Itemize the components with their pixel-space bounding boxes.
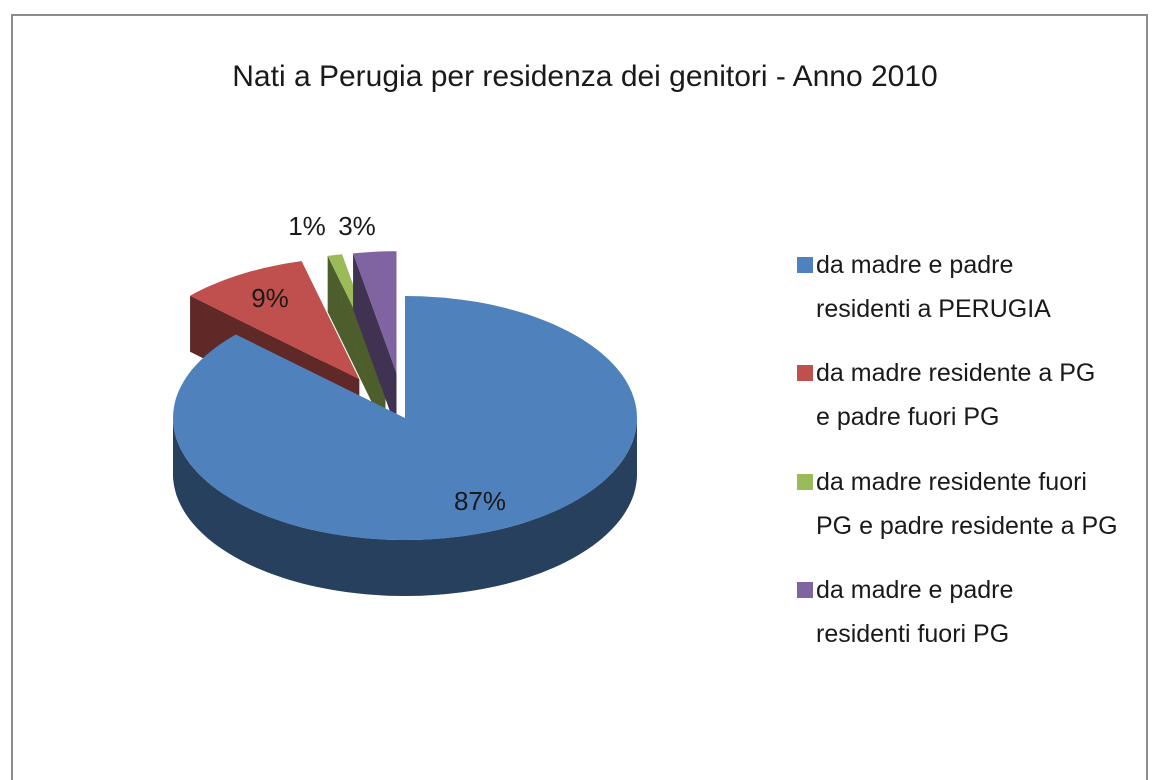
data-label: 3% xyxy=(338,211,376,241)
slice-shade xyxy=(173,418,637,596)
slice xyxy=(190,261,360,380)
data-label: 87% xyxy=(454,486,506,516)
data-label: 9% xyxy=(251,283,289,313)
chart-title: Nati a Perugia per residenza dei genitor… xyxy=(232,60,937,93)
legend-label: da madre e padre residenti fuori PG xyxy=(816,576,1014,648)
legend-label: da madre residente a PG e padre fuori PG xyxy=(816,359,1096,431)
legend-swatch xyxy=(797,582,813,598)
legend-swatch xyxy=(797,474,813,490)
legend-swatch xyxy=(797,257,813,273)
slice-shade xyxy=(353,253,397,430)
legend-swatch xyxy=(797,365,813,381)
slice xyxy=(353,251,397,374)
legend-label: da madre residente fuori PG e padre resi… xyxy=(816,468,1118,540)
data-label: 1% xyxy=(288,211,326,241)
legend-label: da madre e padre residenti a PERUGIA xyxy=(816,251,1051,323)
slice xyxy=(173,296,637,540)
